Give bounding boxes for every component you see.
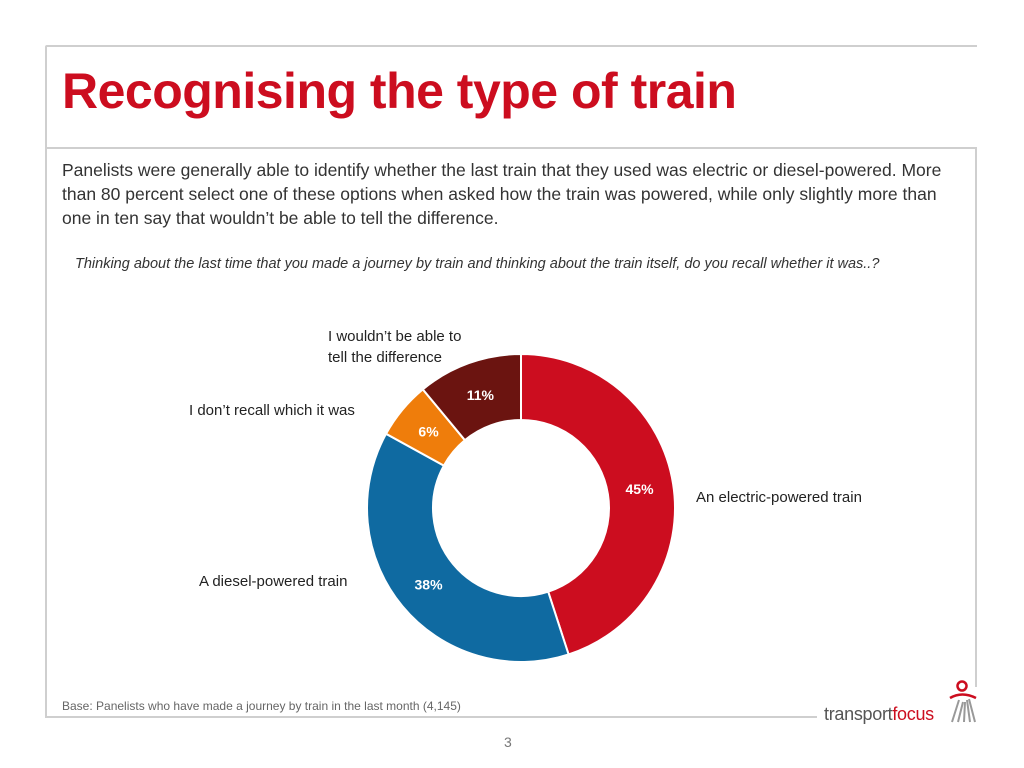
label-cant-tell-line1: I wouldn’t be able to: [328, 328, 462, 345]
logo-wordmark-part-b: focus: [892, 704, 934, 724]
logo-figure-icon: [949, 680, 977, 723]
slice-dont-recall-value-label: 6%: [418, 424, 439, 440]
survey-question: Thinking about the last time that you ma…: [75, 256, 880, 272]
transportfocus-logo: transportfocus: [824, 680, 982, 728]
label-electric: An electric-powered train: [696, 489, 862, 506]
logo-wordmark-part-a: transport: [824, 704, 893, 724]
base-note: Base: Panelists who have made a journey …: [62, 699, 461, 713]
page-number: 3: [504, 734, 512, 750]
slice-cant-tell-value-label: 11%: [467, 387, 495, 403]
slice-cant-tell: [421, 352, 522, 442]
label-diesel: A diesel-powered train: [199, 573, 348, 590]
intro-paragraph: Panelists were generally able to identif…: [62, 160, 942, 228]
slice-diesel-value-label: 38%: [415, 576, 444, 592]
label-cant-tell: I wouldn’t be able to tell the differenc…: [328, 326, 461, 368]
page-title: Recognising the type of train: [62, 63, 737, 119]
slice-electric-value-label: 45%: [626, 481, 655, 497]
logo-wordmark: transportfocus: [824, 704, 934, 725]
slice-electric: [520, 352, 676, 656]
frame-title-divider: [47, 147, 977, 149]
label-cant-tell-line2: tell the difference: [328, 349, 442, 366]
frame-bottom-line: [47, 716, 817, 718]
label-dont-recall: I don’t recall which it was: [189, 402, 355, 419]
slice-diesel: [366, 432, 570, 663]
frame-left-line: [45, 45, 47, 718]
frame-top-line: [47, 45, 977, 47]
frame-right-line: [975, 147, 977, 687]
